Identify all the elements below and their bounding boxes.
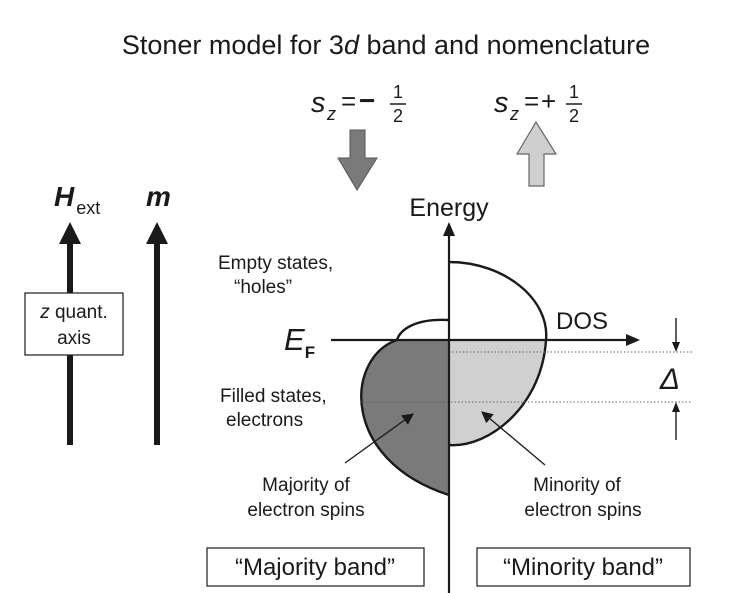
majority-spins-label: Majority of electron spins: [247, 475, 364, 521]
quant-axis-box: z quant. axis: [24, 292, 124, 356]
majority-band-curve: [360, 318, 450, 497]
svg-text:=: =: [341, 86, 356, 116]
svg-text:1: 1: [569, 82, 579, 102]
svg-text:Majority of: Majority of: [262, 475, 350, 496]
svg-text:electron spins: electron spins: [524, 500, 641, 521]
svg-text:s: s: [311, 87, 326, 119]
title: Stoner model for 3d band and nomenclatur…: [122, 30, 650, 60]
svg-text:Filled states,: Filled states,: [220, 386, 327, 407]
spin-down-label: s z = − 1 2: [311, 82, 406, 126]
svg-text:“Majority band”: “Majority band”: [235, 554, 395, 581]
svg-text:axis: axis: [57, 328, 91, 349]
ef-label: EF: [284, 322, 315, 362]
majority-filled-region: [361, 340, 449, 495]
minority-pointer: [481, 411, 546, 466]
minority-filled-region: [449, 340, 546, 446]
svg-text:“Minority band”: “Minority band”: [503, 554, 663, 581]
svg-text:z quant.: z quant.: [39, 302, 108, 323]
m-label: m: [146, 181, 171, 212]
minority-spins-label: Minority of electron spins: [524, 475, 641, 521]
svg-text:“holes”: “holes”: [234, 277, 292, 298]
svg-text:+: +: [541, 86, 556, 116]
svg-text:=: =: [524, 86, 539, 116]
filled-states-label: Filled states, electrons: [220, 386, 327, 431]
svg-text:z: z: [509, 104, 519, 124]
majority-pointer: [344, 413, 414, 464]
empty-states-label: Empty states, “holes”: [218, 253, 333, 298]
svg-text:s: s: [494, 87, 509, 119]
svg-text:Δ: Δ: [659, 363, 680, 396]
svg-text:Empty states,: Empty states,: [218, 253, 333, 274]
svg-text:−: −: [359, 85, 375, 116]
majority-band-box: “Majority band”: [206, 547, 425, 587]
spin-up-arrow-icon: [515, 120, 558, 187]
energy-label: Energy: [409, 194, 489, 222]
delta-indicator: Δ: [659, 318, 680, 440]
dos-label: DOS: [556, 308, 608, 335]
spin-down-arrow-icon: [337, 129, 378, 191]
minority-band-box: “Minority band”: [476, 547, 691, 587]
svg-text:z: z: [326, 104, 336, 124]
svg-text:Minority of: Minority of: [533, 475, 621, 496]
svg-text:1: 1: [393, 82, 403, 102]
svg-text:electrons: electrons: [226, 410, 303, 431]
svg-text:2: 2: [569, 106, 579, 126]
spin-up-label: s z = + 1 2: [494, 82, 582, 126]
svg-text:2: 2: [393, 106, 403, 126]
svg-text:electron spins: electron spins: [247, 500, 364, 521]
m-arrow-icon: [146, 222, 168, 445]
